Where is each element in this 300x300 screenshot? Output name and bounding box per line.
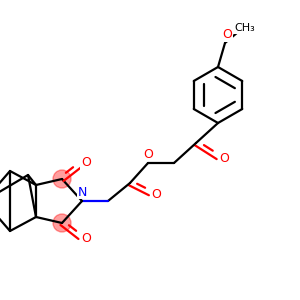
- Text: O: O: [222, 28, 232, 41]
- Text: O: O: [151, 188, 161, 202]
- Text: CH₃: CH₃: [235, 23, 255, 33]
- Text: O: O: [143, 148, 153, 160]
- Circle shape: [53, 214, 71, 232]
- Text: O: O: [81, 232, 91, 245]
- Text: O: O: [219, 152, 229, 166]
- Text: N: N: [77, 185, 87, 199]
- Circle shape: [53, 170, 71, 188]
- Text: O: O: [81, 157, 91, 169]
